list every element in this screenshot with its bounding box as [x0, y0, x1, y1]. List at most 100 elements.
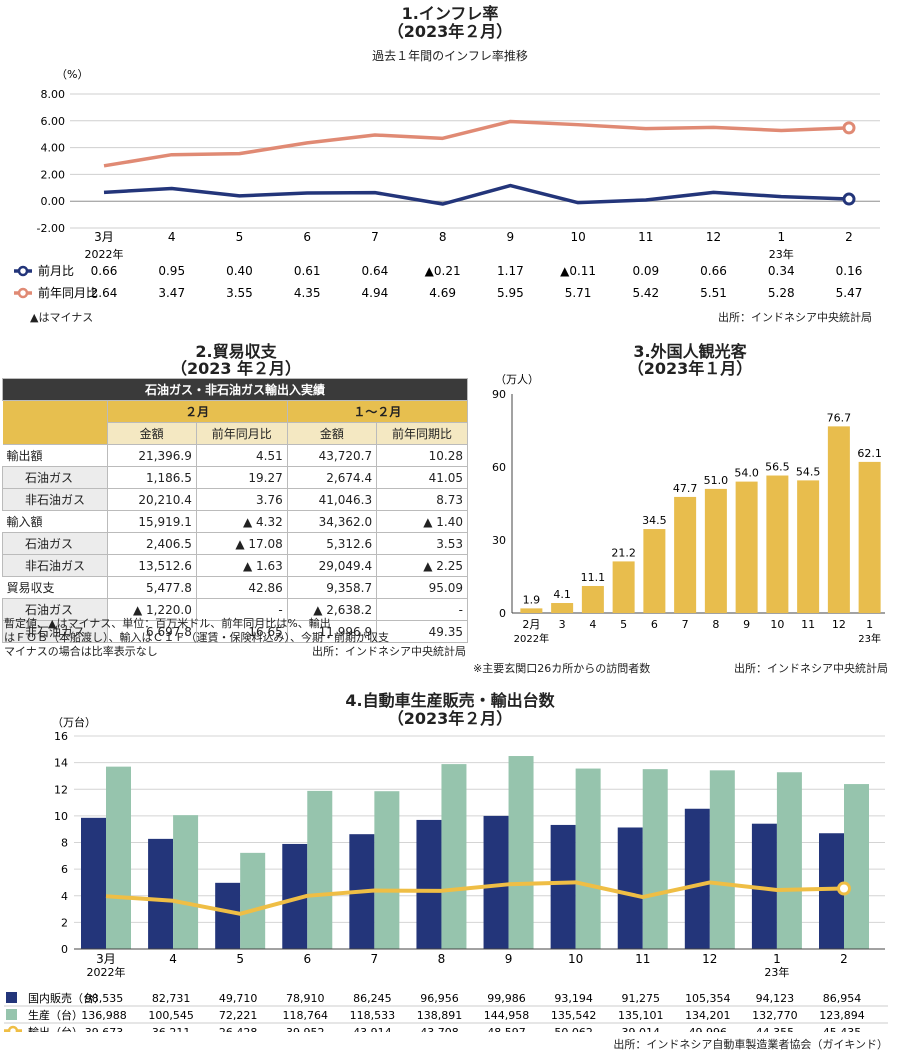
row-label: 非石油ガス [2, 488, 108, 511]
y-tick-label: 30 [492, 534, 506, 547]
x-tick-label: 8 [438, 952, 446, 966]
x-tick-label: 11 [635, 952, 650, 966]
data-label: 0.16 [836, 264, 863, 278]
data-label: 3.47 [158, 286, 185, 300]
trade-header: 石油ガス・非石油ガス輸出入実績 [2, 378, 468, 401]
bar [581, 585, 604, 613]
data-label: 5.28 [768, 286, 795, 300]
trade-col-yoy2: 前年同期比 [376, 422, 468, 445]
bar-value-label: 11.1 [581, 571, 606, 584]
data-label: 49,996 [689, 1026, 728, 1032]
y-tick-label: 4.00 [41, 142, 66, 155]
cell-amount-janfeb: 5,312.6 [286, 532, 378, 555]
legend-marker [7, 1025, 19, 1032]
cell-yoy-feb: ▲ 1.63 [195, 554, 288, 577]
y-tick-label: 8.00 [41, 88, 66, 101]
table-row: 石油ガス 1,186.5 19.27 2,674.4 41.05 [2, 466, 468, 489]
legend-label: 国内販売（台） [28, 991, 105, 1005]
table-row: 輸出額 21,396.9 4.51 43,720.7 10.28 [2, 444, 468, 467]
y-unit-label: （万台） [52, 715, 96, 729]
x-tick-label: 1 [773, 952, 781, 966]
trade-corner [2, 400, 107, 445]
data-label: 5.95 [497, 286, 524, 300]
x-tick-label: 10 [568, 952, 583, 966]
x-year-label: 2022年 [85, 247, 124, 261]
cell-yoy-feb: ▲ 4.32 [195, 510, 288, 533]
x-year-label: 23年 [858, 632, 881, 645]
cell-amount-feb: 20,210.4 [106, 488, 197, 511]
x-tick-label: 11 [801, 618, 815, 631]
bar-value-label: 54.5 [796, 465, 821, 478]
bar [520, 608, 543, 613]
cell-yoy-feb: ▲ 17.08 [195, 532, 288, 555]
data-label: 91,275 [621, 992, 660, 1005]
trade-note-1: 暫定値、▲はマイナス、単位：百万米ドル、前年同月比は%、輸出 [4, 617, 331, 630]
y-tick-label: 2.00 [41, 168, 66, 181]
row-label: 輸入額 [2, 510, 108, 533]
data-label: 5.47 [836, 286, 863, 300]
cell-amount-feb: 5,477.8 [106, 576, 197, 599]
y-tick-label: -2.00 [37, 222, 65, 235]
bar-value-label: 4.1 [553, 588, 571, 601]
legend-label: 輸出（台） [28, 1025, 83, 1032]
data-label: 36,211 [152, 1026, 191, 1032]
data-label: 50,062 [554, 1026, 593, 1032]
series-line-mom [103, 183, 850, 206]
inflation-title: 1.インフレ率 [401, 4, 499, 23]
x-tick-label: 6 [303, 230, 311, 244]
cell-yoy-feb: 42.86 [195, 576, 288, 599]
table-row: 非石油ガス 20,210.4 3.76 41,046.3 8.73 [2, 488, 468, 511]
legend-label: 前月比 [38, 263, 74, 278]
cell-yoy-janfeb: 8.73 [376, 488, 468, 511]
trade-title: 2.貿易収支 [195, 342, 277, 361]
table-row: 非石油ガス 6,697.8 16.65 11,996.9 49.35 [2, 620, 468, 643]
data-label: 0.95 [158, 264, 185, 278]
bar-production [106, 766, 131, 949]
legend-swatch [6, 1009, 17, 1020]
x-tick-label: 10 [770, 618, 784, 631]
bar-domestic [550, 824, 576, 949]
x-tick-label: 9 [507, 230, 515, 244]
row-label: 貿易収支 [2, 576, 108, 599]
data-label: 3.55 [226, 286, 253, 300]
y-tick-label: 2 [61, 916, 68, 929]
cell-amount-feb: ▲ 1,220.0 [106, 598, 197, 621]
bar-domestic [416, 819, 442, 949]
bar-production [441, 764, 467, 949]
bar-value-label: 62.1 [857, 447, 882, 460]
x-year-label: 23年 [764, 965, 789, 979]
inflation-caption: 過去１年間のインフレ率推移 [372, 49, 528, 63]
bar [612, 561, 635, 613]
bar-value-label: 54.0 [734, 467, 759, 480]
series-line-export [105, 880, 845, 916]
cell-amount-janfeb: 2,674.4 [286, 466, 378, 489]
auto-source: 出所：インドネシア自動車製造業者協会（ガイキンド） [613, 1038, 888, 1051]
data-label: 100,545 [148, 1009, 194, 1022]
x-tick-label: 12 [832, 618, 846, 631]
bar-production [776, 772, 802, 949]
y-tick-label: 14 [54, 757, 68, 770]
data-label: 1.17 [497, 264, 524, 278]
x-tick-label: 4 [168, 230, 176, 244]
bar [735, 481, 758, 613]
data-label: 0.64 [362, 264, 389, 278]
bar-value-label: 47.7 [673, 482, 698, 495]
table-row: 非石油ガス 13,512.6 ▲ 1.63 29,049.4 ▲ 2.25 [2, 554, 468, 577]
bar-value-label: 76.7 [827, 411, 852, 424]
trade-source: 出所：インドネシア中央統計局 [312, 645, 466, 658]
x-tick-label: 4 [169, 952, 177, 966]
data-label: 2.64 [91, 286, 118, 300]
data-label: 98,535 [85, 992, 124, 1005]
x-tick-label: 6 [303, 952, 311, 966]
trade-period2: １～２月 [286, 400, 469, 423]
cell-amount-feb: 6,697.8 [106, 620, 197, 643]
data-label: 4.35 [294, 286, 321, 300]
x-tick-label: 9 [505, 952, 513, 966]
data-label: 86,245 [353, 992, 392, 1005]
cell-yoy-feb: 4.51 [195, 444, 288, 467]
x-tick-label: 12 [706, 230, 721, 244]
data-label: 123,894 [819, 1009, 865, 1022]
y-tick-label: 60 [492, 461, 506, 474]
y-tick-label: 8 [61, 837, 68, 850]
